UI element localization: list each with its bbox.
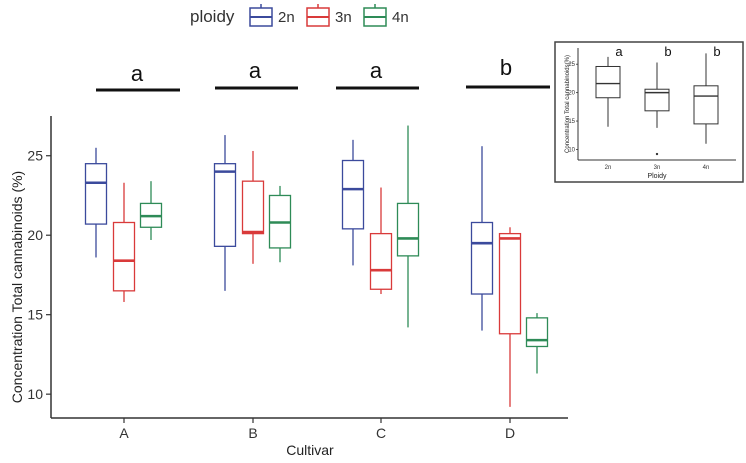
y-tick-label: 20: [27, 227, 43, 243]
significance-group-a1: a: [96, 61, 180, 92]
significance-letter: b: [500, 55, 512, 80]
box-4n-C: [396, 125, 420, 328]
legend-entry-2n: 2n: [249, 4, 295, 27]
inset-box-2n: [595, 56, 621, 127]
significance-groups: a a a b: [96, 55, 550, 92]
box-2n-C: [341, 139, 365, 266]
box-body: [369, 232, 393, 290]
inset-y-tick-label: 20: [568, 91, 575, 97]
box-4n-A: [139, 181, 163, 240]
x-axis-label: Cultivar: [286, 442, 334, 458]
inset-y-tick-label: 15: [568, 119, 575, 125]
inset-y-axis-label: Concentration Total cannabinoids(%): [565, 55, 571, 153]
x-ticks: A B C D: [119, 418, 515, 441]
box-4n-B: [268, 185, 292, 263]
significance-letter: a: [370, 58, 383, 83]
legend-label-4n: 4n: [392, 9, 409, 26]
box-body: [112, 221, 136, 292]
y-tick-label: 10: [27, 386, 43, 402]
box-2n-A: [84, 147, 108, 258]
box-body: [341, 159, 365, 230]
box-body: [498, 232, 522, 335]
box-body: [84, 163, 108, 225]
inset-significance-letter: b: [664, 44, 671, 59]
x-tick-label: B: [248, 425, 257, 441]
box-3n-C: [369, 187, 393, 295]
inset-significance-letter: b: [713, 44, 720, 59]
box-3n-D: [498, 227, 522, 407]
inset-y-tick-label: 10: [568, 147, 575, 153]
inset-box-body: [693, 85, 719, 125]
inset-boxes: [595, 53, 719, 156]
inset-box-body: [644, 88, 670, 112]
inset-significance-letter: a: [615, 44, 623, 59]
significance-group-b: b: [466, 55, 550, 89]
box-body: [213, 163, 237, 247]
box-2n-B: [213, 135, 237, 291]
inset-chart: 10 15 20 25 2n 3n 4n a b b Ploidy Concentration…: [554, 41, 744, 183]
inset-outlier-point: [655, 152, 659, 156]
inset-x-tick-label: 2n: [605, 165, 612, 171]
inset-x-axis-label: Ploidy: [647, 173, 667, 180]
box-body: [470, 221, 494, 295]
inset-y-tick-label: 25: [568, 62, 575, 68]
inset-y-ticks: 10 15 20 25: [568, 62, 578, 153]
significance-group-a2: a: [215, 58, 298, 90]
box-4n-D: [525, 313, 549, 374]
significance-group-a3: a: [336, 58, 419, 90]
box-3n-B: [241, 150, 265, 264]
inset-box-4n: [693, 53, 719, 144]
inset-box-3n: [644, 62, 670, 156]
main-axes: 10 15 20 25 A B C D Cultivar Concentration Tot…: [9, 116, 568, 458]
box-body: [396, 202, 420, 257]
legend-entry-3n: 3n: [306, 4, 352, 27]
inset-x-tick-label: 3n: [654, 165, 661, 171]
y-tick-label: 25: [27, 148, 43, 164]
inset-x-ticks: 2n 3n 4n: [605, 165, 710, 171]
legend-label-3n: 3n: [335, 9, 352, 26]
legend: ploidy 2n 3n 4n: [190, 4, 409, 27]
main-boxes: [84, 125, 549, 407]
y-tick-label: 15: [27, 307, 43, 323]
significance-letter: a: [249, 58, 262, 83]
x-tick-label: A: [119, 425, 129, 441]
x-tick-label: C: [376, 425, 386, 441]
y-ticks: 10 15 20 25: [27, 148, 51, 402]
x-tick-label: D: [505, 425, 515, 441]
legend-entry-4n: 4n: [363, 4, 409, 27]
significance-letter: a: [131, 61, 144, 86]
inset-x-tick-label: 4n: [703, 165, 710, 171]
box-3n-A: [112, 182, 136, 302]
box-body: [241, 180, 265, 235]
legend-label-2n: 2n: [278, 9, 295, 26]
inset-box-body: [595, 65, 621, 99]
box-2n-D: [470, 146, 494, 331]
box-body: [525, 317, 549, 348]
y-axis-label: Concentration Total cannabinoids (%): [9, 171, 25, 403]
legend-title: ploidy: [190, 7, 235, 26]
